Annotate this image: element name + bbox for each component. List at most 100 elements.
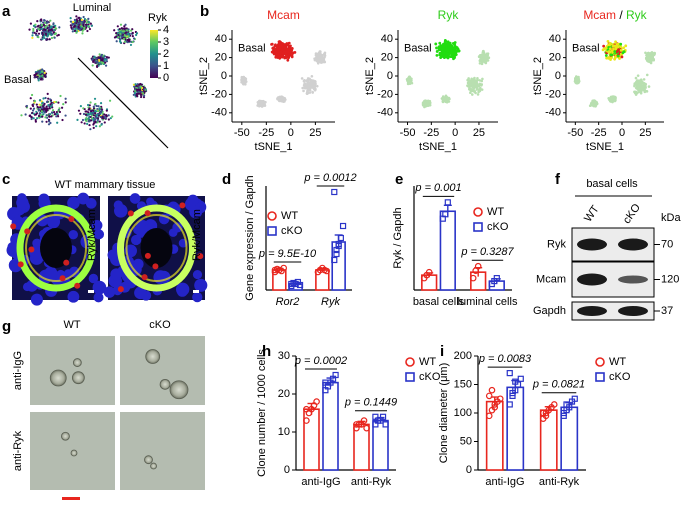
cell-point [281, 98, 285, 102]
red-cell [144, 210, 151, 217]
x-tick-label: anti-IgG [485, 476, 524, 488]
cell-point [84, 23, 88, 26]
cell-point [468, 84, 472, 88]
title-part: Ryk [438, 8, 460, 22]
cell-point [408, 75, 411, 79]
cell-point [442, 51, 446, 55]
cell-point [636, 74, 640, 77]
column-label: WT [63, 319, 80, 331]
cell-point [76, 118, 79, 121]
cell-point [32, 27, 35, 31]
cell-point [86, 122, 89, 125]
cell-point [478, 61, 482, 65]
data-point [363, 424, 370, 432]
cell-point [457, 49, 461, 53]
cell-point [85, 19, 88, 22]
cell-point [143, 94, 146, 97]
cell-point [408, 81, 411, 85]
cell-point [88, 107, 91, 110]
cell-point [35, 72, 38, 75]
bar [439, 210, 456, 291]
cell-point [47, 123, 51, 126]
cell-point [76, 19, 79, 23]
x-tick-label: 0 [288, 127, 294, 139]
cell-point [49, 121, 52, 125]
legend-marker [473, 222, 483, 232]
cell-point [88, 113, 91, 116]
cell-point [92, 126, 95, 129]
band-label: Mcam [536, 273, 566, 285]
cell-point [471, 89, 475, 93]
cell-point [609, 58, 612, 61]
cell-point [300, 77, 304, 80]
cell-point [478, 79, 482, 82]
legend-marker [405, 372, 415, 382]
colorbar-tick-label: 1 [163, 60, 169, 72]
panel-label: e [395, 171, 403, 188]
cell-point [321, 60, 324, 64]
cell-point [39, 106, 42, 109]
colony [144, 455, 153, 465]
y-axis-label: Clone diameter (μm) [438, 363, 450, 463]
cell-point [96, 60, 99, 63]
cell-point [30, 116, 33, 119]
data-point [488, 386, 496, 394]
cell-point [35, 117, 39, 120]
y-tick-label: 40 [215, 33, 227, 45]
y-tick-label: 0 [221, 70, 227, 82]
cell-point [69, 17, 72, 20]
cell-point [25, 104, 29, 108]
cell-point [319, 50, 322, 53]
data-point [303, 417, 310, 424]
red-cell [141, 274, 148, 281]
cell-point [137, 88, 140, 91]
nucleus [32, 238, 42, 248]
cell-point [634, 93, 638, 96]
cell-point [315, 84, 319, 88]
cell-point [136, 83, 139, 86]
cell-point [93, 97, 97, 100]
region-label: Basal [238, 42, 266, 54]
cell-point [313, 88, 317, 92]
cell-point [242, 77, 246, 81]
cell-point [607, 50, 611, 54]
cell-point [86, 103, 90, 107]
cell-point [56, 112, 59, 116]
cell-point [87, 120, 90, 123]
nucleus [153, 270, 168, 285]
cell-point [139, 82, 142, 86]
data-point [335, 242, 342, 250]
cell-point [454, 53, 458, 56]
data-point [372, 413, 379, 420]
cell-point [446, 56, 450, 60]
cell-point [95, 104, 98, 108]
data-point [542, 412, 550, 420]
cell-point [83, 17, 87, 21]
bar [539, 409, 558, 471]
cell-point [48, 115, 51, 118]
nucleus [67, 290, 80, 303]
y-axis-label: Clone number / 1000 cells [256, 349, 268, 477]
cell-point [270, 50, 274, 54]
red-cell [10, 223, 17, 230]
cell-point [82, 15, 85, 19]
stain-label: Ryk/Mcam [86, 209, 98, 261]
cell-point [123, 30, 126, 33]
cell-point [137, 86, 140, 89]
p-value: p = 0.0821 [532, 379, 585, 391]
colony [150, 462, 157, 470]
cell-point [125, 27, 128, 30]
cell-point [320, 57, 324, 61]
cell-point [484, 54, 487, 58]
cell-point [643, 85, 647, 88]
data-point [337, 234, 344, 242]
separator-line [77, 57, 169, 149]
cell-point [104, 117, 108, 120]
cell-point [44, 116, 47, 119]
cell-point [120, 27, 123, 30]
cell-point [71, 23, 74, 26]
cell-point [71, 27, 75, 31]
y-tick-label: -40 [211, 107, 227, 119]
cell-point [28, 114, 32, 117]
cell-point [42, 97, 45, 100]
